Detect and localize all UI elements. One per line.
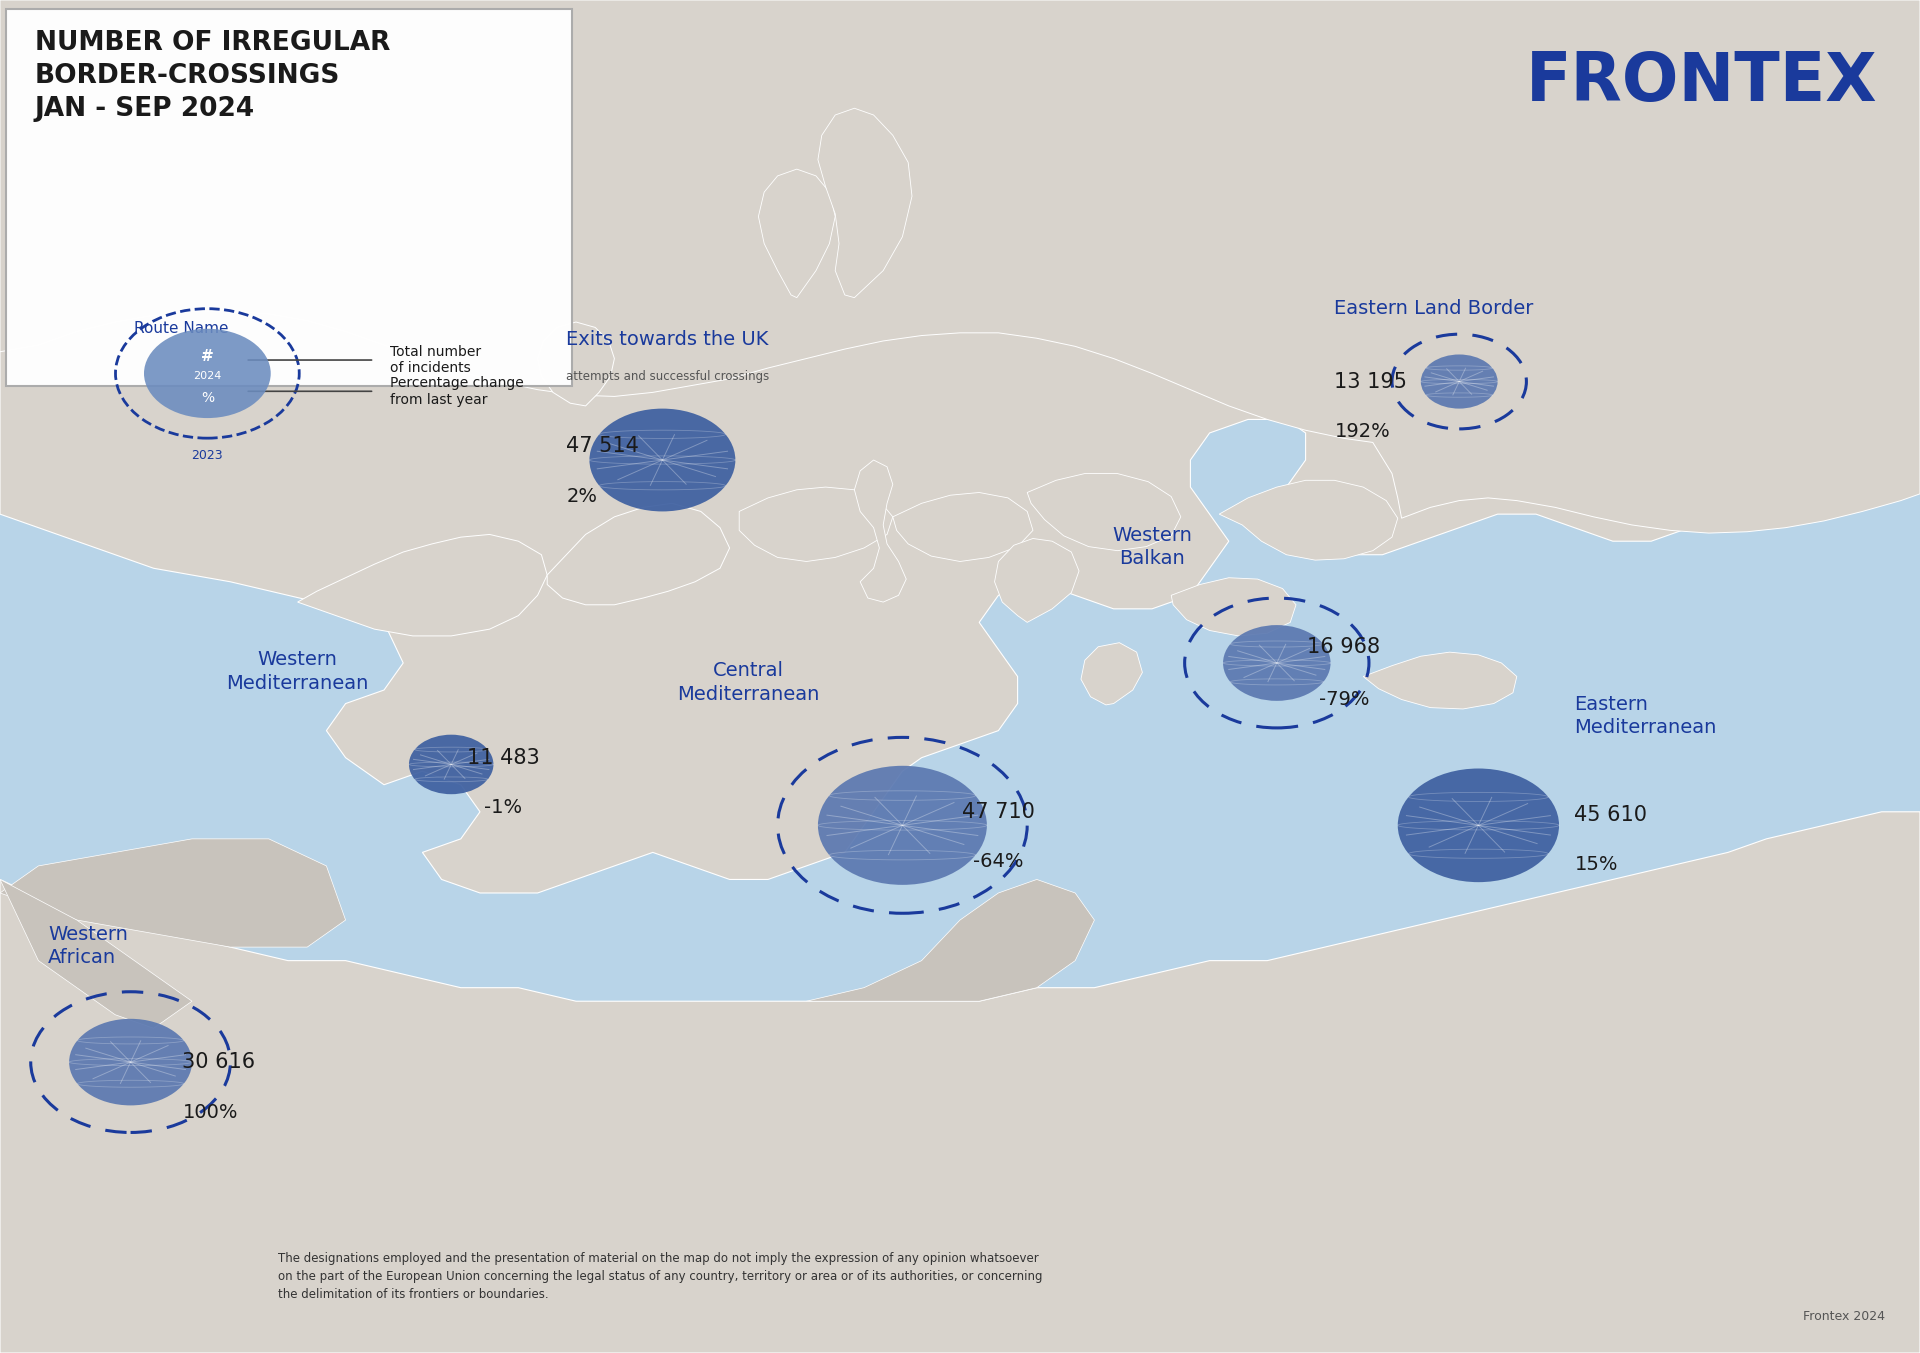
Text: -1%: -1%	[484, 798, 522, 817]
Polygon shape	[1081, 643, 1142, 705]
Text: attempts and successful crossings: attempts and successful crossings	[566, 369, 770, 383]
Text: 47 710: 47 710	[962, 802, 1035, 821]
Text: 192%: 192%	[1334, 422, 1390, 441]
Polygon shape	[758, 169, 835, 298]
Text: Frontex 2024: Frontex 2024	[1803, 1310, 1885, 1323]
Text: Route Name: Route Name	[134, 321, 228, 336]
Polygon shape	[818, 108, 912, 298]
Text: Total number
of incidents: Total number of incidents	[390, 345, 480, 375]
Polygon shape	[995, 538, 1079, 622]
Polygon shape	[538, 322, 614, 406]
Polygon shape	[739, 487, 893, 561]
Circle shape	[1421, 354, 1498, 409]
Text: -79%: -79%	[1319, 690, 1369, 709]
Text: %: %	[202, 391, 213, 405]
Text: 15%: 15%	[1574, 855, 1619, 874]
Text: 16 968: 16 968	[1308, 637, 1380, 656]
Text: The designations employed and the presentation of material on the map do not imp: The designations employed and the presen…	[278, 1252, 1043, 1300]
Polygon shape	[1171, 578, 1296, 636]
Circle shape	[409, 735, 493, 794]
Polygon shape	[893, 492, 1033, 561]
Text: 47 514: 47 514	[566, 437, 639, 456]
Text: Percentage change
from last year: Percentage change from last year	[390, 376, 524, 407]
Polygon shape	[547, 503, 730, 605]
FancyBboxPatch shape	[6, 9, 572, 386]
Text: Central
Mediterranean: Central Mediterranean	[678, 662, 820, 704]
Circle shape	[69, 1019, 192, 1105]
Text: NUMBER OF IRREGULAR
BORDER-CROSSINGS
JAN - SEP 2024: NUMBER OF IRREGULAR BORDER-CROSSINGS JAN…	[35, 30, 390, 122]
Text: 2%: 2%	[566, 487, 597, 506]
Text: Exits towards the UK: Exits towards the UK	[566, 330, 768, 349]
Text: Eastern Land Border: Eastern Land Border	[1334, 299, 1534, 318]
Circle shape	[144, 329, 271, 418]
Text: 13 195: 13 195	[1334, 372, 1407, 391]
Polygon shape	[1363, 652, 1517, 709]
Circle shape	[818, 766, 987, 885]
Text: Western
African: Western African	[48, 925, 129, 967]
Polygon shape	[0, 0, 1862, 893]
Polygon shape	[0, 0, 1920, 533]
Polygon shape	[1027, 474, 1181, 551]
Polygon shape	[1219, 480, 1398, 560]
Text: 2023: 2023	[192, 449, 223, 461]
Circle shape	[1398, 769, 1559, 882]
Polygon shape	[0, 839, 346, 947]
Text: 45 610: 45 610	[1574, 805, 1647, 824]
Text: -64%: -64%	[973, 852, 1023, 871]
Text: #: #	[202, 349, 213, 364]
Text: Eastern
Mediterranean: Eastern Mediterranean	[1574, 695, 1716, 737]
Polygon shape	[0, 812, 1920, 1353]
Polygon shape	[298, 534, 547, 636]
Polygon shape	[854, 460, 906, 602]
Text: 30 616: 30 616	[182, 1053, 255, 1072]
Text: FRONTEX: FRONTEX	[1526, 49, 1878, 115]
Text: 2024: 2024	[194, 371, 221, 380]
Text: Western
Mediterranean: Western Mediterranean	[227, 651, 369, 693]
Circle shape	[1223, 625, 1331, 701]
Text: 100%: 100%	[182, 1103, 238, 1122]
Text: 11 483: 11 483	[467, 748, 540, 767]
Circle shape	[589, 409, 735, 511]
Polygon shape	[0, 879, 192, 1028]
Text: Western
Balkan: Western Balkan	[1112, 526, 1192, 568]
Polygon shape	[806, 879, 1094, 1001]
